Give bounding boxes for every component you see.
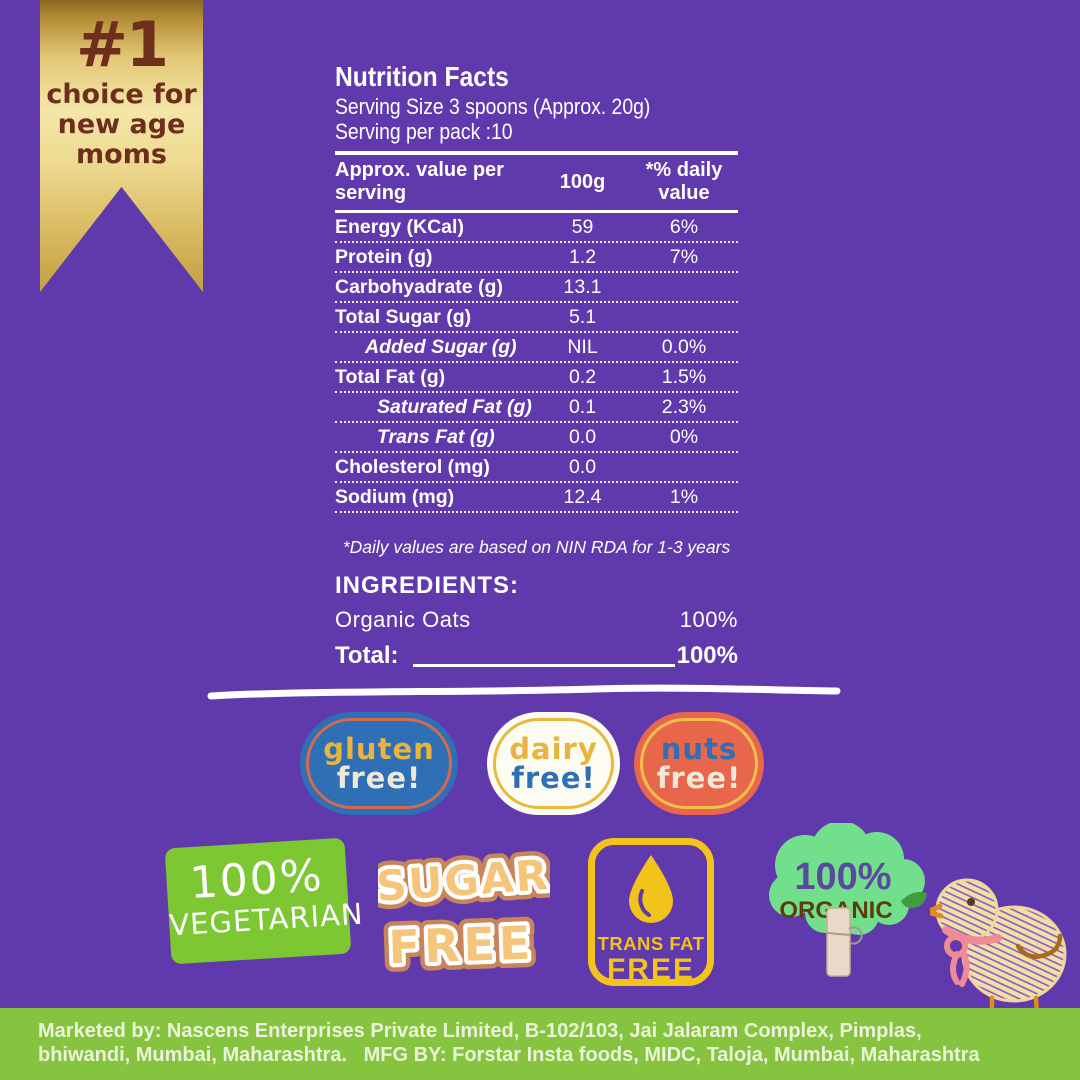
row-label: Sodium (mg): [335, 486, 455, 508]
table-row: Total Fat (g) 0.2 1.5%: [335, 363, 738, 393]
row-value: 12.4: [563, 486, 602, 508]
nuts-free-badge: nuts free!: [634, 712, 764, 815]
col-100g: 100g: [559, 170, 606, 193]
free-word: FREE: [388, 915, 535, 974]
ingredients-heading: INGREDIENTS:: [335, 572, 520, 599]
badge-word: free!: [656, 760, 742, 795]
serving-size: Serving Size 3 spoons (Approx. 20g): [335, 94, 651, 119]
table-row: Sodium (mg) 12.4 1%: [335, 483, 738, 513]
vegetarian-badge: 100% VEGETARIAN: [164, 837, 365, 965]
wavy-divider-line: [207, 684, 841, 700]
cloud-shape: [769, 823, 925, 935]
row-value: 59: [571, 216, 594, 238]
trans-fat-label: TRANS FAT: [597, 933, 705, 954]
row-value: 13.1: [563, 276, 602, 298]
ingredients-total-row: Total: 100%: [335, 642, 738, 670]
row-daily: 6%: [669, 216, 699, 238]
table-row: Protein (g) 1.2 7%: [335, 243, 738, 273]
table-row: Cholesterol (mg) 0.0: [335, 453, 738, 483]
row-label: Carbohyadrate (g): [335, 276, 503, 298]
chick-scarf: [942, 926, 1002, 987]
chick-wing: [1015, 933, 1063, 959]
row-daily: 1%: [669, 486, 699, 508]
row-value: 0.1: [568, 396, 597, 418]
row-value: 5.1: [568, 306, 597, 328]
organic-badge: 100% ORGANIC: [769, 823, 927, 977]
badge-word: nuts: [660, 731, 738, 766]
row-value: NIL: [567, 336, 598, 358]
row-daily: 0%: [669, 426, 699, 448]
row-label: Trans Fat (g): [377, 426, 495, 448]
row-label: Protein (g): [335, 246, 433, 268]
table-row: Carbohyadrate (g) 13.1: [335, 273, 738, 303]
sugar-free-badge: SUGAR SUGAR FREE FREE: [378, 845, 550, 983]
marketed-by-line: Marketed by: Nascens Enterprises Private…: [38, 1020, 922, 1042]
chick-body: [935, 878, 1067, 1003]
total-underline: [412, 647, 675, 667]
table-row: Trans Fat (g) 0.0 0%: [335, 423, 738, 453]
col-daily-value: *% daily value: [645, 159, 723, 204]
trans-fat-free-label: FREE: [606, 953, 695, 986]
trans-fat-free-badge: TRANS FAT FREE: [588, 838, 714, 986]
gluten-free-badge: gluten free!: [300, 712, 458, 815]
table-row: Added Sugar (g) NIL 0.0%: [335, 333, 738, 363]
crayon-chick-illustration: [930, 878, 1067, 1020]
row-label: Energy (KCal): [335, 216, 464, 238]
top-choice-ribbon: #1 choice for new age moms: [40, 0, 203, 292]
col-approx-value: Approx. value per serving: [335, 159, 504, 204]
footer-bar: Marketed by: Nascens Enterprises Private…: [0, 1008, 1080, 1080]
clothespin-icon: [826, 907, 863, 977]
ingredient-percent: 100%: [679, 607, 738, 632]
badge-word: free!: [511, 760, 596, 795]
table-header: Approx. value per serving 100g *% daily …: [335, 151, 738, 213]
row-label: Total Fat (g): [335, 366, 446, 388]
row-value: 0.0: [568, 456, 597, 478]
table-row: Total Sugar (g) 5.1: [335, 303, 738, 333]
row-daily: 2.3%: [661, 396, 707, 418]
dairy-free-badge: dairy free!: [487, 712, 620, 815]
daily-value-footnote: *Daily values are based on NIN RDA for 1…: [342, 537, 731, 557]
row-label: Added Sugar (g): [365, 336, 517, 358]
row-label: Total Sugar (g): [335, 306, 472, 328]
oil-droplet-icon: [629, 855, 673, 923]
ribbon-rank: #1: [75, 8, 169, 81]
chick-eye: [967, 898, 975, 906]
total-percent: 100%: [676, 642, 738, 669]
ribbon-tagline: choice for new age moms: [46, 79, 197, 170]
ingredient-row: Organic Oats 100%: [335, 607, 738, 633]
badge-word: free!: [336, 760, 422, 795]
serving-per-pack: Serving per pack :10: [335, 119, 513, 144]
badge-word: gluten: [323, 731, 435, 766]
row-value: 0.0: [568, 426, 597, 448]
table-row: Energy (KCal) 59 6%: [335, 213, 738, 243]
nutrition-title: Nutrition Facts: [335, 61, 509, 92]
ingredient-name: Organic Oats: [335, 607, 471, 632]
nutrition-facts-panel: Nutrition Facts Serving Size 3 spoons (A…: [335, 60, 738, 670]
total-label: Total:: [335, 642, 399, 669]
chick-beak: [930, 903, 944, 919]
row-daily: 7%: [669, 246, 699, 268]
row-value: 0.2: [568, 366, 597, 388]
row-daily: 0.0%: [661, 336, 707, 358]
row-value: 1.2: [568, 246, 597, 268]
badge-word: dairy: [509, 731, 598, 766]
mfg-by-line: bhiwandi, Mumbai, Maharashtra. MFG BY: F…: [38, 1044, 980, 1066]
organic-percent: 100%: [794, 856, 891, 898]
table-row: Saturated Fat (g) 0.1 2.3%: [335, 393, 738, 423]
organic-leaf-icon: [901, 892, 927, 909]
row-daily: 1.5%: [661, 366, 707, 388]
row-label: Cholesterol (mg): [335, 456, 490, 478]
row-label: Saturated Fat (g): [377, 396, 532, 418]
sugar-word: SUGAR: [378, 850, 550, 911]
